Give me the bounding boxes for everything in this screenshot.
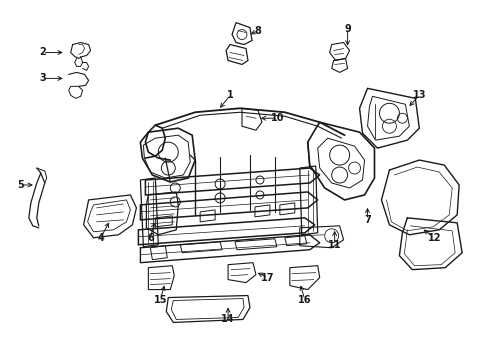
Text: 7: 7 [364, 215, 370, 225]
Text: 6: 6 [147, 233, 153, 243]
Text: 3: 3 [40, 73, 46, 84]
Text: 17: 17 [261, 273, 274, 283]
Text: 11: 11 [327, 240, 341, 250]
Text: 1: 1 [226, 90, 233, 100]
Text: 15: 15 [153, 294, 167, 305]
Text: 8: 8 [254, 26, 261, 36]
Text: 2: 2 [40, 48, 46, 58]
Text: 12: 12 [427, 233, 440, 243]
Text: 9: 9 [344, 24, 350, 33]
Text: 14: 14 [221, 314, 234, 324]
Text: 5: 5 [18, 180, 24, 190]
Text: 10: 10 [270, 113, 284, 123]
Text: 13: 13 [412, 90, 425, 100]
Text: 16: 16 [297, 294, 311, 305]
Text: 4: 4 [97, 233, 104, 243]
